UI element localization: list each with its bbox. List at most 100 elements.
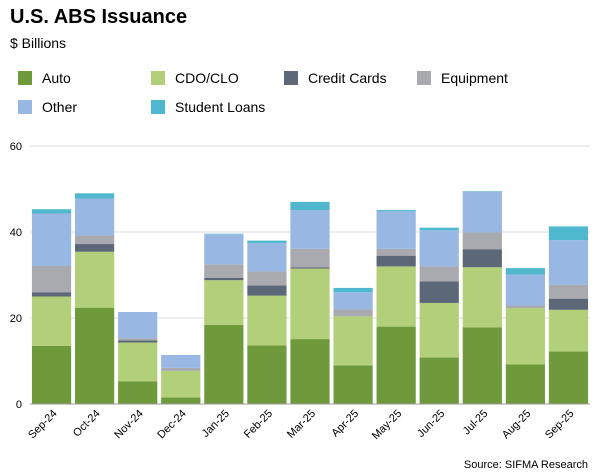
bar-credit-cards-may-25 xyxy=(376,255,416,267)
bar-auto-apr-25 xyxy=(333,365,373,404)
legend-item-credit-cards: Credit Cards xyxy=(284,70,387,86)
bar-student-loans-may-25 xyxy=(376,210,416,212)
bar-equipment-jan-25 xyxy=(204,264,244,279)
bar-auto-sep-24 xyxy=(31,345,72,404)
legend-item-other: Other xyxy=(18,99,77,115)
bar-other-oct-24 xyxy=(75,198,115,236)
legend-label-equipment: Equipment xyxy=(441,70,508,86)
bar-cdo-clo-sep-24 xyxy=(31,296,72,346)
bar-credit-cards-jun-25 xyxy=(419,281,459,303)
x-tick-label-sep-25: Sep-25 xyxy=(543,408,577,442)
x-tick-label-nov-24: Nov-24 xyxy=(112,408,146,442)
bar-equipment-mar-25 xyxy=(290,248,330,268)
legend-swatch-auto xyxy=(18,71,32,85)
legend-item-cdo-clo: CDO/CLO xyxy=(151,70,239,86)
bar-student-loans-sep-24 xyxy=(31,209,72,214)
y-tick-label-60: 60 xyxy=(10,141,22,153)
bar-equipment-oct-24 xyxy=(75,235,115,245)
bar-credit-cards-sep-24 xyxy=(31,292,72,297)
legend-swatch-credit-cards xyxy=(284,71,298,85)
x-tick-label-sep-24: Sep-24 xyxy=(26,408,60,442)
x-tick-label-may-25: May-25 xyxy=(370,408,404,442)
bar-student-loans-apr-25 xyxy=(333,287,373,293)
bar-student-loans-sep-25 xyxy=(548,226,589,241)
bar-other-jul-25 xyxy=(462,191,502,233)
bar-cdo-clo-sep-25 xyxy=(548,309,589,352)
bar-cdo-clo-nov-24 xyxy=(118,342,158,382)
legend-swatch-cdo-clo xyxy=(151,71,165,85)
bar-other-aug-25 xyxy=(505,274,545,306)
legend-label-other: Other xyxy=(42,99,78,115)
bar-cdo-clo-feb-25 xyxy=(247,295,287,346)
bar-credit-cards-sep-25 xyxy=(548,298,589,310)
bar-auto-jun-25 xyxy=(419,357,459,404)
bar-auto-feb-25 xyxy=(247,345,287,404)
x-tick-label-oct-24: Oct-24 xyxy=(71,408,103,440)
bar-credit-cards-jan-25 xyxy=(204,278,244,281)
x-tick-label-feb-25: Feb-25 xyxy=(242,408,275,441)
y-tick-label-40: 40 xyxy=(10,227,22,239)
bar-other-apr-25 xyxy=(333,292,373,310)
x-tick-label-dec-24: Dec-24 xyxy=(155,408,189,442)
y-tick-label-20: 20 xyxy=(10,313,22,325)
x-tick-label-apr-25: Apr-25 xyxy=(329,408,361,440)
bar-equipment-jun-25 xyxy=(419,266,459,282)
bar-other-mar-25 xyxy=(290,210,330,249)
bar-other-may-25 xyxy=(376,211,416,249)
bar-auto-aug-25 xyxy=(505,364,545,404)
bar-student-loans-aug-25 xyxy=(505,268,545,275)
legend-item-equipment: Equipment xyxy=(417,70,508,86)
bar-equipment-sep-25 xyxy=(548,284,589,299)
bar-student-loans-feb-25 xyxy=(247,240,287,244)
bar-other-jan-25 xyxy=(204,234,244,265)
bar-cdo-clo-apr-25 xyxy=(333,316,373,366)
bar-equipment-apr-25 xyxy=(333,309,373,317)
bar-cdo-clo-jan-25 xyxy=(204,280,244,325)
bar-student-loans-oct-24 xyxy=(75,193,115,199)
chart-title: U.S. ABS Issuance xyxy=(10,6,188,28)
x-tick-label-jan-25: Jan-25 xyxy=(200,408,232,440)
x-tick-label-aug-25: Aug-25 xyxy=(500,408,534,442)
bar-equipment-nov-24 xyxy=(118,338,158,341)
x-tick-label-jun-25: Jun-25 xyxy=(415,408,447,440)
bar-cdo-clo-oct-24 xyxy=(75,251,115,308)
bar-cdo-clo-aug-25 xyxy=(505,308,545,365)
bar-credit-cards-mar-25 xyxy=(290,267,330,269)
bar-auto-jul-25 xyxy=(462,327,502,404)
legend-swatch-other xyxy=(18,100,32,114)
bar-cdo-clo-jul-25 xyxy=(462,267,502,328)
legend-label-cdo-clo: CDO/CLO xyxy=(175,70,239,86)
bar-auto-sep-25 xyxy=(548,351,589,404)
legend-item-student-loans: Student Loans xyxy=(151,99,265,115)
bar-equipment-jul-25 xyxy=(462,232,502,250)
y-tick-label-0: 0 xyxy=(16,399,22,411)
x-tick-label-jul-25: Jul-25 xyxy=(461,408,491,438)
bar-equipment-dec-24 xyxy=(161,367,201,371)
legend: Auto CDO/CLO Credit Cards Equipment Othe… xyxy=(18,70,578,120)
bar-other-sep-24 xyxy=(31,213,72,266)
bar-other-nov-24 xyxy=(118,311,158,339)
bar-student-loans-jun-25 xyxy=(419,227,459,231)
bar-cdo-clo-dec-24 xyxy=(161,370,201,398)
bar-other-jun-25 xyxy=(419,230,459,267)
bar-auto-may-25 xyxy=(376,326,416,404)
bar-credit-cards-nov-24 xyxy=(118,340,158,343)
bar-auto-dec-24 xyxy=(161,397,201,404)
bar-cdo-clo-may-25 xyxy=(376,266,416,327)
bar-auto-mar-25 xyxy=(290,339,330,404)
bar-other-sep-25 xyxy=(548,240,589,285)
source-note: Source: SIFMA Research xyxy=(463,459,588,471)
bar-auto-jan-25 xyxy=(204,324,244,404)
bar-cdo-clo-mar-25 xyxy=(290,268,330,340)
x-tick-label-mar-25: Mar-25 xyxy=(285,408,318,441)
bar-equipment-may-25 xyxy=(376,248,416,256)
bar-auto-nov-24 xyxy=(118,381,158,404)
bar-student-loans-mar-25 xyxy=(290,201,330,211)
bar-auto-oct-24 xyxy=(75,307,115,404)
legend-label-auto: Auto xyxy=(42,70,71,86)
bar-other-dec-24 xyxy=(161,354,201,368)
bar-credit-cards-jul-25 xyxy=(462,249,502,268)
bar-cdo-clo-jun-25 xyxy=(419,302,459,358)
bar-equipment-sep-24 xyxy=(31,265,72,293)
